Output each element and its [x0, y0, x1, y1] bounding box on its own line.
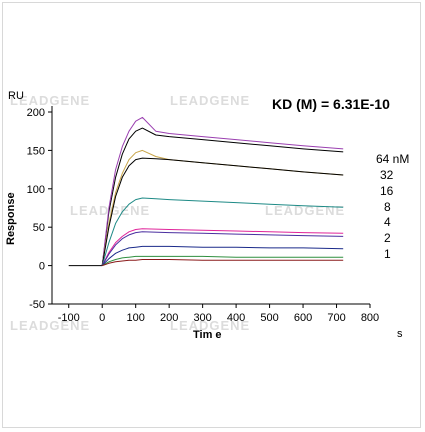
x-tick-label: 100 [127, 312, 145, 324]
watermark: LEADGENE [10, 318, 90, 333]
series-line [102, 259, 344, 267]
y-tick-label: 100 [27, 184, 45, 196]
axes: -50 0 50 100 150 200 -100 0 100 200 300 400 500 600 70… [27, 106, 379, 324]
y-tick-label: -50 [29, 299, 45, 311]
series-line [101, 245, 344, 266]
y-tick-label: 0 [39, 261, 45, 273]
series-line [101, 157, 344, 266]
y-axis-label: Response [5, 192, 17, 245]
x-axis-label: Tim e [193, 329, 222, 341]
x-tick-label: 600 [294, 312, 312, 324]
series-layer [68, 116, 344, 267]
series-line [101, 127, 344, 266]
kd-annotation: KD (M) = 6.31E-10 [272, 96, 390, 112]
watermark: LEADGENE [170, 318, 250, 333]
series-line [101, 228, 344, 266]
watermark: LEADGENE [10, 93, 90, 108]
series-line [101, 116, 344, 266]
y-tick-label: 150 [27, 145, 45, 157]
x-tick-label: 500 [260, 312, 278, 324]
conc-label-32: 32 [380, 168, 394, 182]
x-tick-label: 700 [327, 312, 345, 324]
x-unit-label: s [397, 328, 403, 340]
x-tick-label: 0 [99, 312, 105, 324]
series-line [101, 255, 344, 267]
y-tick-label: 200 [27, 107, 45, 119]
watermark: LEADGENE [265, 203, 345, 218]
y-tick-label: 50 [33, 222, 45, 234]
conc-label-8: 8 [384, 200, 391, 214]
watermark: LEADGENE [170, 93, 250, 108]
x-tick-label: 300 [193, 312, 211, 324]
conc-label-2: 2 [384, 231, 391, 245]
conc-label-16: 16 [380, 184, 394, 198]
series-line [101, 197, 344, 266]
conc-label-4: 4 [384, 215, 391, 229]
x-tick-label: 200 [160, 312, 178, 324]
series-line [101, 231, 344, 266]
chart-frame [2, 2, 421, 428]
conc-label-1: 1 [384, 247, 391, 261]
x-tick-label: 400 [227, 312, 245, 324]
watermark-layer: LEADGENE LEADGENE LEADGENE LEADGENE LEAD… [10, 93, 345, 333]
concentration-labels: 64 nM 32 16 8 4 2 1 [376, 152, 409, 261]
y-unit-label: RU [8, 90, 24, 102]
x-tick-label: 800 [361, 312, 379, 324]
conc-label-64: 64 nM [376, 152, 409, 166]
x-tick-label: -100 [58, 312, 80, 324]
